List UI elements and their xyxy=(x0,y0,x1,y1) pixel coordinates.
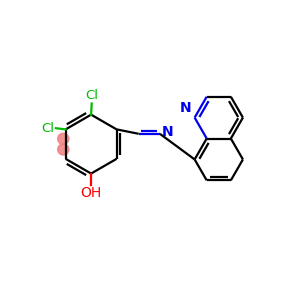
Text: N: N xyxy=(180,101,192,115)
Circle shape xyxy=(58,133,69,144)
Text: N: N xyxy=(162,125,174,139)
Text: OH: OH xyxy=(80,186,102,200)
Text: Cl: Cl xyxy=(42,122,55,135)
Text: Cl: Cl xyxy=(85,89,98,102)
Circle shape xyxy=(58,144,69,155)
